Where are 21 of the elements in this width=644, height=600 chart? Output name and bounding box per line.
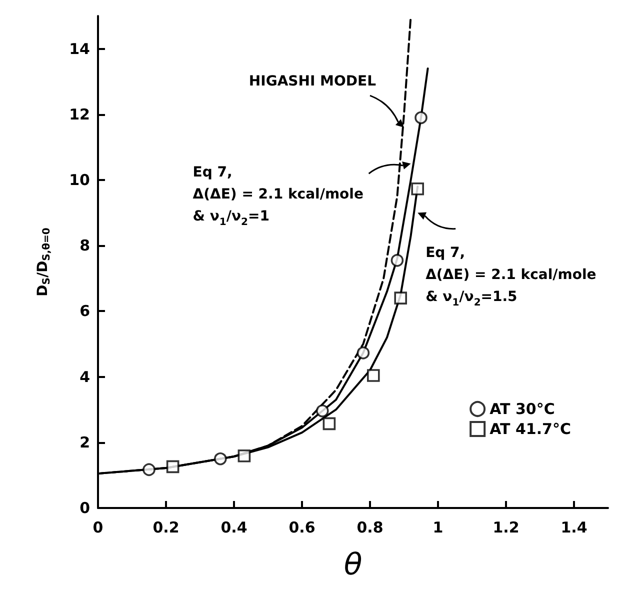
legend-label: AT 41.7°C <box>490 420 572 438</box>
y-tick-label: 8 <box>80 236 90 255</box>
x-tick-label: 0.8 <box>356 518 384 536</box>
x-axis-title: θ <box>344 548 362 582</box>
x-tick-label: 0.6 <box>288 518 316 536</box>
x-tick-label: 0.2 <box>152 518 180 536</box>
y-tick-label: 14 <box>69 40 90 58</box>
x-tick-label: 1.4 <box>560 518 588 536</box>
x-tick-label: 1.2 <box>492 518 520 536</box>
y-tick-label: 10 <box>69 171 90 189</box>
annotation: HIGASHI MODEL <box>248 74 376 90</box>
legend-label: AT 30°C <box>490 400 555 418</box>
y-tick-label: 4 <box>80 368 90 386</box>
y-tick-label: 0 <box>80 499 90 517</box>
x-tick-label: 1 <box>432 518 444 536</box>
x-tick-label: 0.4 <box>220 518 248 536</box>
y-tick-label: 2 <box>80 433 90 452</box>
y-tick-label: 6 <box>80 302 90 320</box>
y-axis-title: DS/DS,θ=0 <box>35 228 52 296</box>
y-tick-label: 12 <box>69 105 90 124</box>
x-tick-label: 0 <box>92 518 104 536</box>
